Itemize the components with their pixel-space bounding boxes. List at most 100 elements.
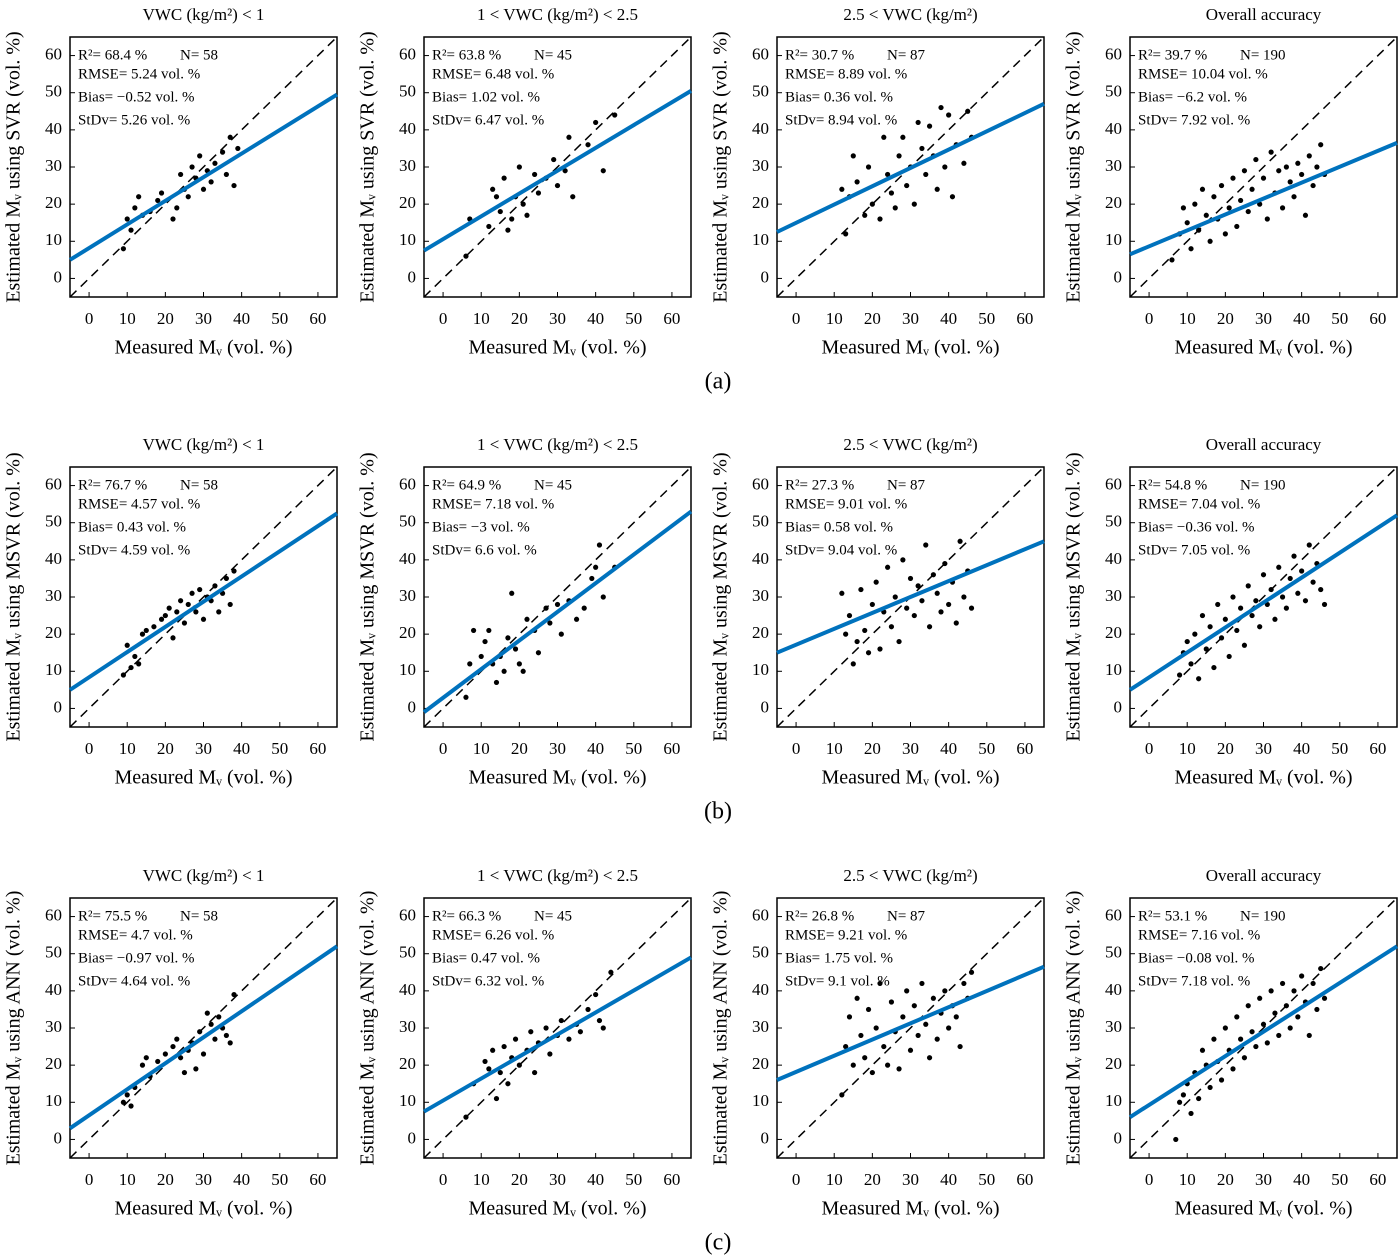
- x-tick-label: 20: [511, 739, 528, 758]
- x-tick-label: 60: [663, 309, 680, 328]
- data-point: [942, 164, 948, 170]
- data-point: [493, 679, 500, 686]
- stat-annotation: R²= 54.8 %: [1138, 477, 1207, 493]
- data-point: [915, 583, 921, 589]
- data-point: [501, 175, 507, 181]
- data-point: [1318, 965, 1324, 972]
- fit-line: [68, 92, 339, 262]
- stat-annotation: R²= 26.8 %: [785, 908, 854, 924]
- y-tick-label: 60: [1105, 44, 1122, 63]
- x-tick-label: 10: [826, 1170, 843, 1189]
- data-point: [862, 1055, 868, 1061]
- data-point: [223, 171, 229, 178]
- data-point: [470, 627, 477, 634]
- data-point: [478, 653, 484, 660]
- data-point: [227, 601, 233, 608]
- x-tick-label: 50: [271, 309, 288, 328]
- x-tick-label: 60: [663, 739, 680, 758]
- data-point: [1230, 1066, 1236, 1072]
- data-point: [124, 642, 130, 648]
- stat-annotation: RMSE= 7.18 vol. %: [432, 496, 554, 512]
- data-point: [1230, 594, 1236, 600]
- x-tick-label: 20: [511, 1170, 528, 1189]
- stat-annotation: StDv= 7.18 vol. %: [1138, 973, 1250, 989]
- stat-annotation: StDv= 6.32 vol. %: [432, 973, 544, 989]
- x-tick-label: 40: [940, 1170, 957, 1189]
- data-point: [532, 1069, 538, 1076]
- data-point: [938, 104, 944, 111]
- data-point: [896, 638, 902, 645]
- y-tick-label: 0: [408, 267, 417, 286]
- chart-title: Overall accuracy: [1206, 435, 1322, 454]
- stat-annotation: R²= 39.7 %: [1138, 47, 1207, 63]
- data-point: [1234, 223, 1240, 230]
- data-point: [1260, 175, 1267, 181]
- x-tick-label: 0: [439, 309, 448, 328]
- y-tick-label: 10: [1105, 660, 1122, 679]
- data-point: [223, 575, 229, 582]
- data-point: [600, 168, 606, 174]
- stat-annotation: N= 58: [180, 47, 218, 63]
- stat-annotation: StDv= 9.04 vol. %: [785, 542, 897, 558]
- data-point: [1268, 586, 1274, 593]
- data-point: [892, 594, 898, 600]
- data-point: [482, 1058, 488, 1065]
- stat-annotation: RMSE= 6.26 vol. %: [432, 927, 554, 943]
- x-tick-label: 0: [85, 1170, 94, 1189]
- data-point: [1318, 586, 1324, 593]
- data-point: [846, 612, 853, 619]
- data-point: [923, 542, 929, 548]
- data-point: [120, 672, 126, 678]
- data-point: [1302, 598, 1309, 604]
- data-point: [197, 586, 203, 593]
- stat-annotation: N= 58: [180, 477, 218, 493]
- fit-line: [68, 511, 339, 692]
- fit-line: [776, 539, 1045, 655]
- y-tick-label: 40: [45, 980, 62, 999]
- y-tick-label: 30: [1105, 156, 1122, 175]
- y-axis-label: Estimated Mᵥ using SVR (vol. %): [3, 31, 25, 302]
- y-tick-label: 20: [752, 623, 769, 642]
- data-point: [231, 568, 237, 574]
- data-point: [596, 542, 603, 548]
- stat-annotation: Bias= 1.02 vol. %: [432, 89, 540, 105]
- stat-annotation: Bias= −0.36 vol. %: [1138, 519, 1255, 535]
- data-point: [520, 201, 526, 207]
- data-point: [1218, 1077, 1225, 1083]
- data-point: [1306, 153, 1312, 159]
- data-point: [877, 216, 883, 222]
- x-tick-label: 30: [902, 1170, 919, 1189]
- data-point: [843, 631, 849, 637]
- data-point: [1257, 624, 1263, 630]
- data-point: [1234, 627, 1240, 634]
- y-tick-label: 0: [1114, 1128, 1123, 1147]
- data-point: [124, 1092, 130, 1098]
- y-tick-label: 0: [408, 697, 417, 716]
- x-axis-label: Measured Mᵥ (vol. %): [821, 1198, 999, 1220]
- x-tick-label: 60: [309, 739, 326, 758]
- data-point: [166, 605, 172, 611]
- data-point: [566, 134, 572, 140]
- y-tick-label: 10: [399, 660, 416, 679]
- x-tick-label: 10: [473, 739, 490, 758]
- data-point: [174, 609, 180, 615]
- data-point: [953, 620, 959, 626]
- data-point: [212, 1036, 218, 1042]
- fit-line: [1128, 513, 1399, 692]
- data-point: [589, 575, 595, 582]
- panel-label: (c): [705, 1230, 732, 1256]
- data-point: [547, 1051, 553, 1057]
- data-point: [497, 1069, 503, 1076]
- stat-annotation: R²= 30.7 %: [785, 47, 854, 63]
- data-point: [850, 153, 856, 159]
- x-tick-label: 10: [119, 739, 136, 758]
- x-tick-label: 60: [1369, 309, 1386, 328]
- stat-annotation: StDv= 6.6 vol. %: [432, 542, 537, 558]
- y-tick-label: 30: [1105, 1017, 1122, 1036]
- data-point: [486, 223, 492, 230]
- x-axis-label: Measured Mᵥ (vol. %): [821, 767, 999, 789]
- stat-annotation: R²= 27.3 %: [785, 477, 854, 493]
- y-tick-label: 10: [1105, 1091, 1122, 1110]
- data-point: [170, 216, 176, 222]
